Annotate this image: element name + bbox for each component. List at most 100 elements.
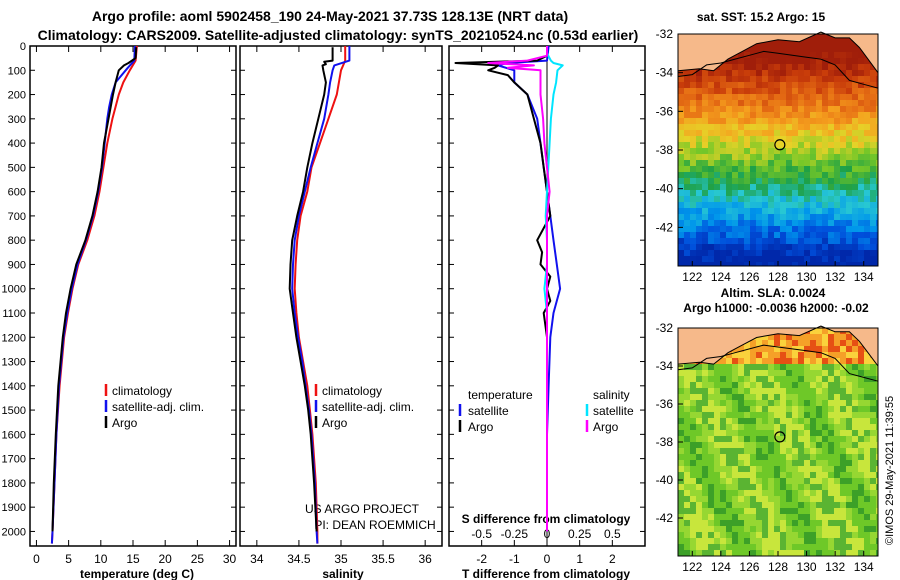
map-cell	[762, 472, 768, 478]
map-cell	[732, 400, 738, 406]
map-cell	[720, 454, 726, 460]
map-cell	[870, 220, 876, 226]
map-cell	[828, 346, 834, 352]
map-cell	[768, 262, 774, 266]
map-cell	[870, 370, 876, 376]
map-cell	[744, 100, 750, 106]
map-cell	[804, 190, 810, 196]
map-cell	[726, 250, 732, 256]
map-cell	[732, 484, 738, 490]
map-cell	[792, 376, 798, 382]
map-cell	[864, 232, 870, 238]
map-cell	[750, 484, 756, 490]
map-cell	[702, 196, 708, 202]
map-cell	[732, 424, 738, 430]
map-cell	[846, 472, 852, 478]
map-cell	[768, 544, 774, 550]
map-cell	[744, 232, 750, 238]
map-cell	[876, 154, 878, 160]
map-cell	[810, 406, 816, 412]
map-cell	[876, 394, 878, 400]
map-cell	[834, 262, 840, 266]
map-cell	[762, 406, 768, 412]
map-cell	[762, 382, 768, 388]
map-cell	[816, 88, 822, 94]
map-cell	[708, 262, 714, 266]
map-cell	[792, 208, 798, 214]
map-cell	[774, 358, 780, 364]
map-cell	[804, 238, 810, 244]
map-cell	[840, 406, 846, 412]
map-cell	[810, 76, 816, 82]
map-cell	[762, 82, 768, 88]
map-cell	[828, 142, 834, 148]
map-cell	[816, 202, 822, 208]
map-cell	[768, 460, 774, 466]
map-cell	[846, 538, 852, 544]
map-cell	[744, 430, 750, 436]
map-cell	[816, 166, 822, 172]
map-cell	[750, 238, 756, 244]
map-cell	[768, 178, 774, 184]
map-cell	[864, 460, 870, 466]
map-cell	[822, 76, 828, 82]
map-cell	[714, 148, 720, 154]
map-cell	[732, 184, 738, 190]
map-cell	[822, 388, 828, 394]
map-cell	[780, 370, 786, 376]
map-cell	[684, 478, 690, 484]
map-cell	[720, 118, 726, 124]
map-cell	[786, 238, 792, 244]
map-cell	[696, 160, 702, 166]
map-cell	[780, 136, 786, 142]
map-cell	[846, 394, 852, 400]
map-cell	[846, 388, 852, 394]
map-cell	[732, 490, 738, 496]
map-cell	[720, 400, 726, 406]
map-cell	[810, 202, 816, 208]
map-cell	[762, 478, 768, 484]
map-cell	[798, 370, 804, 376]
map-cell	[780, 154, 786, 160]
map-cell	[720, 364, 726, 370]
map-cell	[834, 142, 840, 148]
map-cell	[786, 166, 792, 172]
map-cell	[738, 262, 744, 266]
depth-tick-label: 600	[8, 187, 26, 199]
map-cell	[762, 142, 768, 148]
map-cell	[810, 490, 816, 496]
map-cell	[870, 232, 876, 238]
map-cell	[792, 142, 798, 148]
map-cell	[852, 130, 858, 136]
map-cell	[684, 538, 690, 544]
map-cell	[870, 190, 876, 196]
map-cell	[804, 364, 810, 370]
map-cell	[750, 256, 756, 262]
map-cell	[696, 472, 702, 478]
map-cell	[738, 352, 744, 358]
map-cell	[822, 46, 828, 52]
map-cell	[822, 118, 828, 124]
map-cell	[708, 448, 714, 454]
map-cell	[720, 142, 726, 148]
map-cell	[816, 328, 822, 334]
legend-title-temperature: temperature	[468, 388, 533, 402]
map-cell	[786, 130, 792, 136]
map-cell	[756, 220, 762, 226]
map-cell	[786, 358, 792, 364]
map-cell	[798, 496, 804, 502]
sst-map-title: sat. SST: 15.2 Argo: 15	[697, 10, 826, 24]
map-cell	[864, 226, 870, 232]
map-cell	[714, 436, 720, 442]
map-cell	[822, 394, 828, 400]
map-cell	[864, 106, 870, 112]
map-cell	[726, 550, 732, 556]
map-cell	[798, 94, 804, 100]
map-cell	[792, 124, 798, 130]
map-cell	[876, 220, 878, 226]
map-cell	[822, 172, 828, 178]
map-cell	[696, 478, 702, 484]
map-cell	[744, 388, 750, 394]
map-cell	[690, 124, 696, 130]
map-cell	[858, 376, 864, 382]
